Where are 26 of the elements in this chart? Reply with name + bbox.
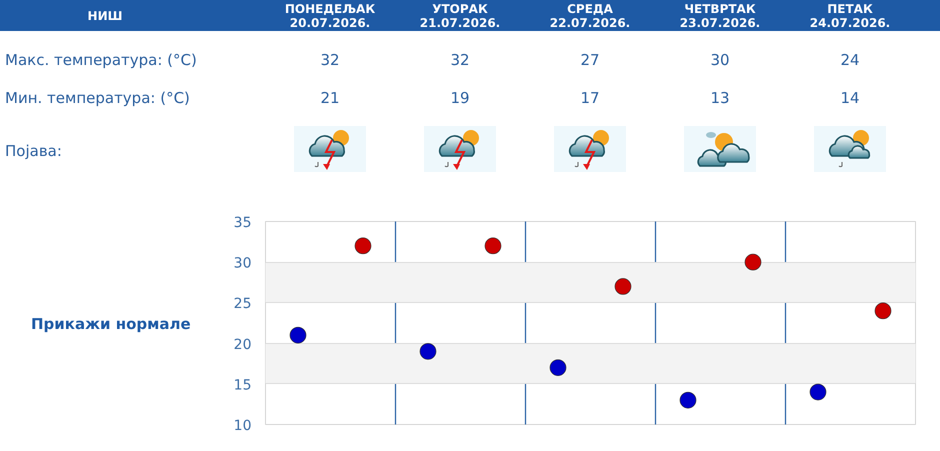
y-tick-label: 10: [234, 418, 252, 434]
data-label: 27: [579, 51, 601, 69]
y-tick-label: 25: [234, 296, 252, 312]
data-label: 21: [319, 89, 341, 107]
text: НИШ: [86, 9, 124, 23]
text: ПОНЕДЕЉАК 20.07.2026.: [284, 2, 376, 30]
data-label: 14: [839, 89, 861, 107]
y-tick-label: 20: [234, 336, 252, 353]
y-tick-label: 30: [234, 256, 252, 272]
text: Мин. температура: (°C): [5, 89, 190, 107]
text: Прикажи нормале: [31, 315, 191, 333]
text: ПЕТАК 24.07.2026.: [808, 2, 892, 30]
data-label: 32: [449, 51, 471, 69]
y-tick-label: 35: [234, 215, 252, 231]
text: УТОРАК 21.07.2026.: [418, 2, 502, 30]
data-label: 32: [319, 51, 341, 69]
data-label: 19: [449, 89, 471, 107]
text: ЧЕТВРТАК 23.07.2026.: [678, 2, 762, 30]
data-label: 24: [839, 51, 861, 69]
data-label: 30: [709, 51, 731, 69]
text: СРЕДА 22.07.2026.: [548, 2, 632, 30]
text: Макс. температура: (°C): [5, 51, 197, 69]
text: Појава:: [5, 142, 62, 160]
data-label: 17: [579, 89, 601, 107]
data-label: 13: [709, 89, 731, 107]
y-tick-label: 15: [234, 377, 252, 394]
